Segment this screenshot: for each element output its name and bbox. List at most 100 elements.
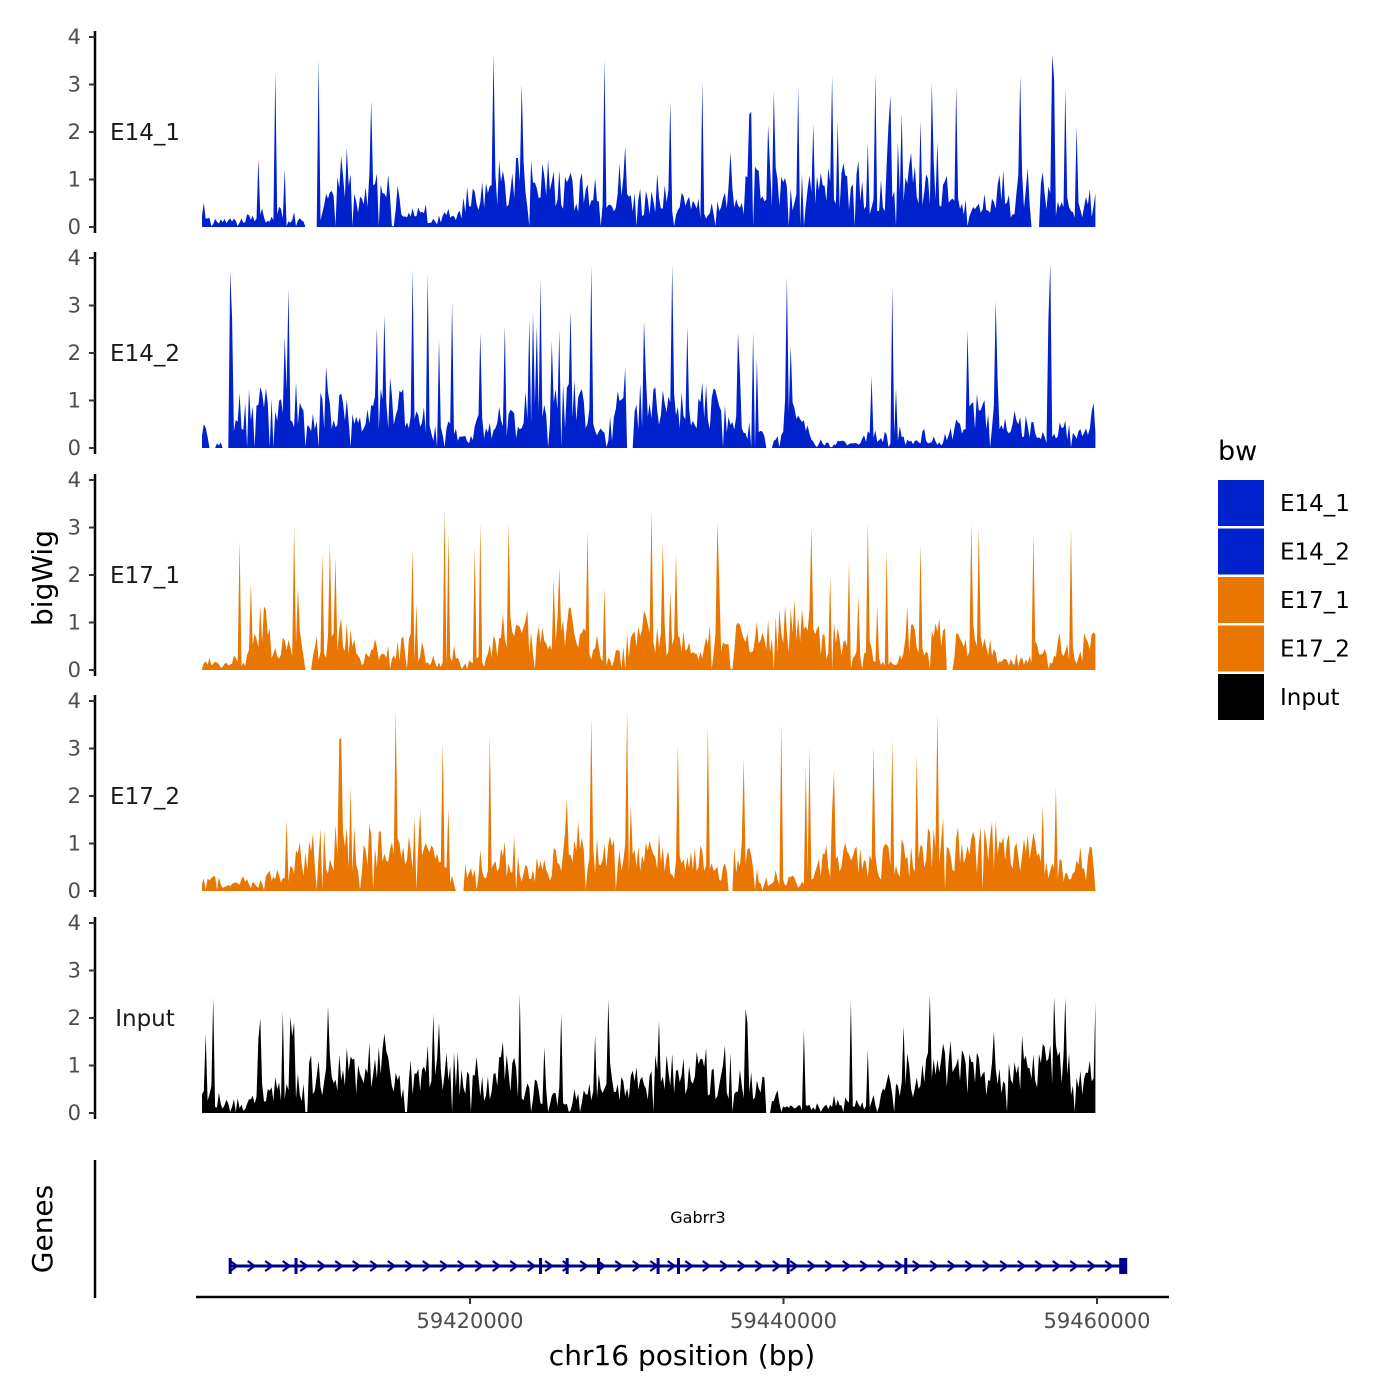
- strand-arrow: [982, 1260, 992, 1272]
- strand-arrow: [667, 1260, 677, 1272]
- y-tick-label-E14_1-0: 0: [68, 215, 81, 239]
- y-tick-label-E17_1-0: 0: [68, 658, 81, 682]
- legend-label-E17_1: E17_1: [1280, 588, 1350, 614]
- strand-arrow: [1087, 1260, 1097, 1272]
- legend-swatch-E14_2: [1218, 528, 1264, 575]
- strand-arrow: [1052, 1260, 1062, 1272]
- track-label-E14_1: E14_1: [110, 120, 180, 146]
- strand-arrow: [299, 1260, 310, 1272]
- strand-arrow: [1034, 1260, 1045, 1272]
- strand-arrow: [474, 1260, 485, 1272]
- signal-area-E14_2: [202, 262, 1096, 448]
- signal-area-E14_1: [202, 53, 1096, 227]
- strand-arrow: [352, 1260, 362, 1272]
- strand-arrow: [264, 1260, 275, 1272]
- strand-arrow: [562, 1260, 572, 1272]
- strand-arrow: [877, 1260, 887, 1272]
- strand-arrow: [404, 1260, 415, 1272]
- strand-arrow: [1017, 1260, 1027, 1272]
- exon-mark: [539, 1258, 543, 1274]
- strand-arrow: [317, 1260, 327, 1272]
- strand-arrow: [754, 1260, 765, 1272]
- y-tick-label-Input-1: 1: [68, 1054, 81, 1078]
- track-Input: 0 1 2 3 4 Input: [68, 911, 1096, 1125]
- signal-area-E17_1: [202, 508, 1096, 670]
- y-tick-label-E14_2-1: 1: [68, 389, 81, 413]
- legend-swatch-E17_1: [1218, 577, 1264, 623]
- strand-arrow: [859, 1260, 870, 1272]
- y-tick-label-E14_2-2: 2: [68, 341, 81, 365]
- strand-arrow: [282, 1260, 292, 1272]
- exon-mark: [676, 1258, 680, 1274]
- exon-mark: [656, 1258, 660, 1274]
- x-axis-title: chr16 position (bp): [549, 1339, 815, 1372]
- strand-arrow: [544, 1260, 555, 1272]
- track-E14_2: 0 1 2 3 4 E14_2: [68, 246, 1096, 460]
- legend-label-Input: Input: [1280, 685, 1340, 711]
- y-tick-label-E17_1-3: 3: [68, 516, 81, 540]
- exon-mark: [786, 1258, 790, 1274]
- legend-label-E17_2: E17_2: [1280, 637, 1350, 663]
- x-tick-label-59460000: 59460000: [1044, 1309, 1151, 1333]
- y-tick-label-Input-0: 0: [68, 1101, 81, 1125]
- strand-arrow: [719, 1260, 730, 1272]
- y-tick-label-E17_2-3: 3: [68, 737, 81, 761]
- y-tick-label-E14_1-4: 4: [68, 25, 81, 49]
- y-tick-label-E17_2-2: 2: [68, 784, 81, 808]
- track-label-E17_1: E17_1: [110, 563, 180, 589]
- strand-arrow: [964, 1260, 975, 1272]
- strand-arrow: [999, 1260, 1010, 1272]
- strand-arrow: [702, 1260, 712, 1272]
- track-label-E14_2: E14_2: [110, 341, 180, 367]
- legend-swatch-E14_1: [1218, 480, 1264, 526]
- strand-arrow: [929, 1260, 940, 1272]
- y-tick-label-Input-4: 4: [68, 911, 81, 935]
- strand-arrow: [527, 1260, 537, 1272]
- terminal-exon: [1119, 1258, 1128, 1274]
- strand-arrow: [912, 1260, 922, 1272]
- legend-swatch-Input: [1218, 674, 1264, 720]
- y-tick-label-Input-2: 2: [68, 1006, 81, 1030]
- y-tick-label-E14_1-2: 2: [68, 120, 81, 144]
- strand-arrow: [807, 1260, 817, 1272]
- strand-arrow: [684, 1260, 695, 1272]
- strand-arrow: [387, 1260, 397, 1272]
- track-label-E17_2: E17_2: [110, 784, 180, 810]
- gene-name-label: Gabrr3: [670, 1208, 725, 1227]
- exon-mark: [597, 1258, 601, 1274]
- y-tick-label-E14_2-3: 3: [68, 294, 81, 318]
- exon-mark: [904, 1258, 908, 1274]
- track-E14_1: 0 1 2 3 4 E14_1: [68, 25, 1096, 239]
- strand-arrow: [632, 1260, 642, 1272]
- exon-mark: [565, 1258, 569, 1274]
- strand-arrow: [842, 1260, 852, 1272]
- y-tick-label-E17_2-0: 0: [68, 879, 81, 903]
- track-E17_2: 0 1 2 3 4 E17_2: [68, 689, 1096, 903]
- y-tick-label-E17_1-4: 4: [68, 468, 81, 492]
- strand-arrow: [492, 1260, 502, 1272]
- y-tick-label-E17_1-2: 2: [68, 563, 81, 587]
- strand-arrow: [509, 1260, 520, 1272]
- strand-arrow: [229, 1260, 240, 1272]
- strand-arrow: [824, 1260, 835, 1272]
- y-tick-label-E14_2-0: 0: [68, 436, 81, 460]
- strand-arrow: [579, 1260, 590, 1272]
- strand-arrow: [614, 1260, 625, 1272]
- strand-arrow: [772, 1260, 782, 1272]
- y-tick-label-E14_2-4: 4: [68, 246, 81, 270]
- y-tick-label-E14_1-1: 1: [68, 168, 81, 192]
- signal-area-E17_2: [202, 710, 1096, 891]
- strand-arrow: [737, 1260, 747, 1272]
- strand-arrow: [422, 1260, 432, 1272]
- strand-arrow: [1069, 1260, 1080, 1272]
- legend-label-E14_1: E14_1: [1280, 491, 1350, 517]
- y-tick-label-Input-3: 3: [68, 959, 81, 983]
- y-tick-label-E14_1-3: 3: [68, 73, 81, 97]
- y-tick-label-E17_2-4: 4: [68, 689, 81, 713]
- exon-mark: [294, 1258, 298, 1274]
- gene-track: Gabrr3: [93, 1160, 1128, 1298]
- strand-arrow: [1104, 1260, 1115, 1272]
- strand-arrow: [334, 1260, 345, 1272]
- exon-mark: [228, 1258, 232, 1274]
